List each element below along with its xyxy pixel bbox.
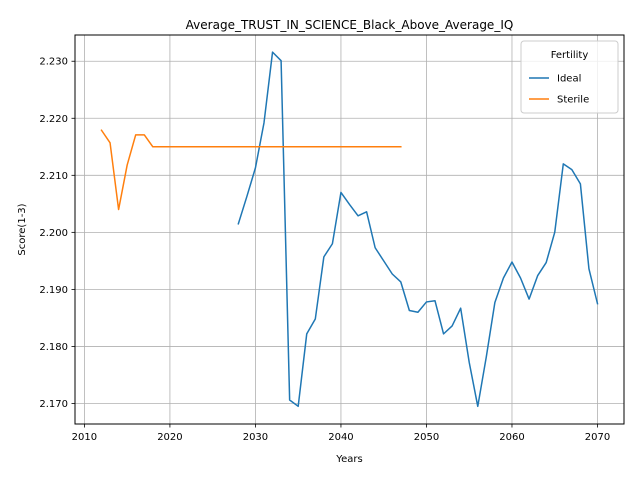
- y-tick-label: 2.190: [39, 285, 68, 296]
- x-tick-label: 2070: [585, 432, 610, 443]
- x-tick-label: 2060: [499, 432, 524, 443]
- y-tick-label: 2.180: [39, 342, 68, 353]
- x-tick-label: 2050: [414, 432, 439, 443]
- y-tick-label: 2.210: [39, 171, 68, 182]
- y-axis-label: Score(1-3): [17, 203, 28, 255]
- x-tick-label: 2040: [328, 432, 353, 443]
- x-axis-label: Years: [335, 454, 362, 465]
- chart-title: Average_TRUST_IN_SCIENCE_Black_Above_Ave…: [186, 18, 514, 32]
- x-tick-label: 2030: [243, 432, 268, 443]
- x-tick-label: 2010: [72, 432, 97, 443]
- y-tick-label: 2.170: [39, 399, 68, 410]
- legend: Fertility Ideal Sterile: [521, 41, 618, 113]
- legend-label-sterile: Sterile: [557, 95, 589, 106]
- x-tick-label: 2020: [157, 432, 182, 443]
- legend-title: Fertility: [551, 50, 589, 61]
- legend-label-ideal: Ideal: [557, 74, 581, 85]
- y-tick-label: 2.220: [39, 114, 68, 125]
- y-tick-label: 2.230: [39, 57, 68, 68]
- y-tick-label: 2.200: [39, 228, 68, 239]
